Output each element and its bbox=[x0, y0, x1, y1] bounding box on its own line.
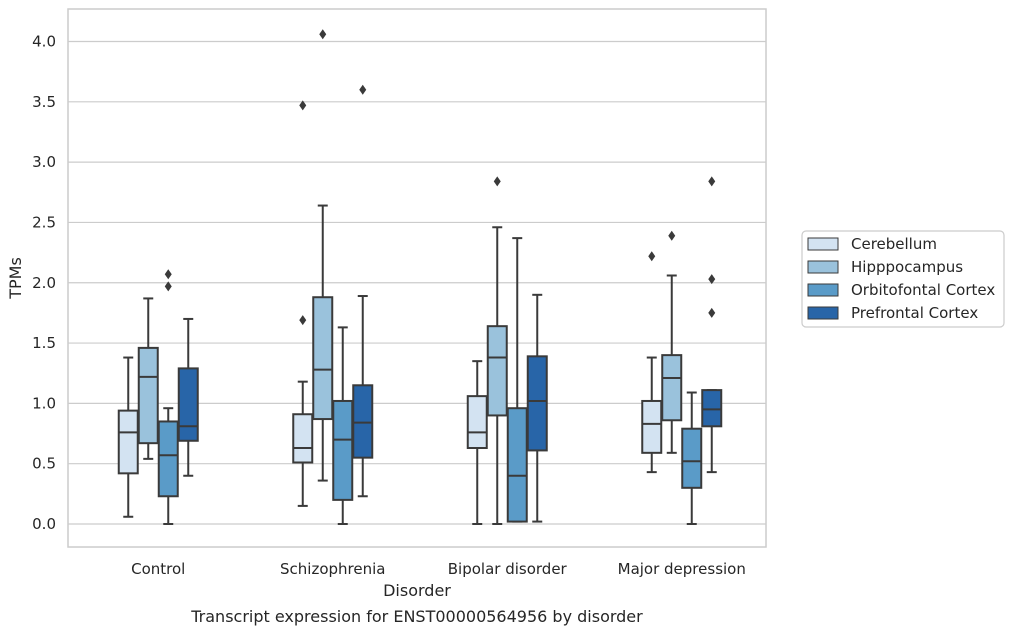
outlier-point bbox=[319, 29, 327, 40]
outlier-point bbox=[648, 251, 656, 262]
plot-frame bbox=[67, 8, 767, 548]
box-orbitofontal-cortex-0 bbox=[157, 269, 179, 525]
legend-swatch bbox=[807, 260, 839, 274]
outlier-point bbox=[164, 281, 172, 292]
outlier-point bbox=[668, 230, 676, 241]
legend-label: Prefrontal Cortex bbox=[851, 304, 978, 322]
outlier-point bbox=[708, 176, 716, 187]
y-tick-label: 1.0 bbox=[32, 394, 56, 412]
outlier-point bbox=[359, 84, 367, 95]
legend-swatch bbox=[807, 283, 839, 297]
y-axis-label: TPMs bbox=[6, 257, 25, 300]
x-axis-label: Disorder bbox=[383, 581, 451, 600]
box-orbitofontal-cortex-1 bbox=[332, 326, 354, 525]
y-tick-label: 2.5 bbox=[32, 213, 56, 231]
chart-caption: Transcript expression for ENST0000056495… bbox=[190, 607, 643, 626]
box-iqr bbox=[701, 389, 723, 428]
y-tick-label: 2.0 bbox=[32, 274, 56, 292]
box-iqr bbox=[486, 325, 508, 417]
legend-swatch bbox=[807, 237, 839, 251]
box-iqr bbox=[157, 420, 179, 498]
y-tick-label: 3.0 bbox=[32, 153, 56, 171]
y-axis-ticks: 0.0 0.5 1.0 1.5 2.0 2.5 3.0 3.5 4.0 bbox=[32, 33, 56, 534]
outlier-point bbox=[493, 176, 501, 187]
box-hipppocampus-2 bbox=[486, 176, 508, 525]
x-tick-label: Major depression bbox=[618, 560, 746, 578]
outlier-point bbox=[299, 315, 307, 326]
box-iqr bbox=[526, 355, 548, 452]
box-prefrontal-cortex-1 bbox=[352, 84, 374, 498]
legend-swatch bbox=[807, 306, 839, 320]
box-prefrontal-cortex-3 bbox=[701, 176, 723, 474]
legend: Cerebellum Hipppocampus Orbitofontal Corte… bbox=[801, 230, 1005, 328]
box-iqr bbox=[681, 427, 703, 489]
box-cerebellum-1 bbox=[292, 100, 314, 507]
outlier-point bbox=[708, 274, 716, 285]
box-iqr bbox=[177, 367, 199, 442]
outlier-point bbox=[708, 307, 716, 318]
x-tick-label: Schizophrenia bbox=[280, 560, 385, 578]
y-tick-label: 3.5 bbox=[32, 93, 56, 111]
x-tick-label: Control bbox=[131, 560, 185, 578]
x-tick-label: Bipolar disorder bbox=[448, 560, 568, 578]
box-orbitofontal-cortex-2 bbox=[506, 237, 528, 523]
box-iqr bbox=[292, 413, 314, 464]
legend-label: Orbitofontal Cortex bbox=[851, 281, 995, 299]
box-iqr bbox=[312, 296, 334, 421]
box-series bbox=[117, 29, 723, 525]
box-iqr bbox=[641, 399, 663, 454]
box-iqr bbox=[466, 395, 488, 450]
box-iqr bbox=[137, 346, 159, 445]
legend-label: Cerebellum bbox=[851, 235, 937, 253]
y-tick-label: 0.0 bbox=[32, 515, 56, 533]
box-iqr bbox=[332, 399, 354, 501]
y-tick-label: 4.0 bbox=[32, 33, 56, 51]
box-iqr bbox=[117, 409, 139, 475]
x-axis-ticks: Control Schizophrenia Bipolar disorder Majo… bbox=[131, 560, 746, 578]
box-iqr bbox=[506, 407, 528, 523]
box-iqr bbox=[352, 384, 374, 459]
box-prefrontal-cortex-0 bbox=[177, 317, 199, 477]
box-cerebellum-3 bbox=[641, 251, 663, 474]
box-hipppocampus-1 bbox=[312, 29, 334, 482]
box-prefrontal-cortex-2 bbox=[526, 293, 548, 523]
plot-background bbox=[68, 9, 766, 547]
legend-frame bbox=[801, 230, 1005, 328]
box-orbitofontal-cortex-3 bbox=[681, 391, 703, 525]
outlier-point bbox=[164, 269, 172, 280]
box-hipppocampus-3 bbox=[661, 230, 683, 454]
outlier-point bbox=[299, 100, 307, 111]
y-tick-label: 1.5 bbox=[32, 334, 56, 352]
box-cerebellum-2 bbox=[466, 360, 488, 525]
box-iqr bbox=[661, 354, 683, 422]
box-hipppocampus-0 bbox=[137, 297, 159, 460]
legend-label: Hipppocampus bbox=[851, 258, 963, 276]
y-tick-label: 0.5 bbox=[32, 455, 56, 473]
